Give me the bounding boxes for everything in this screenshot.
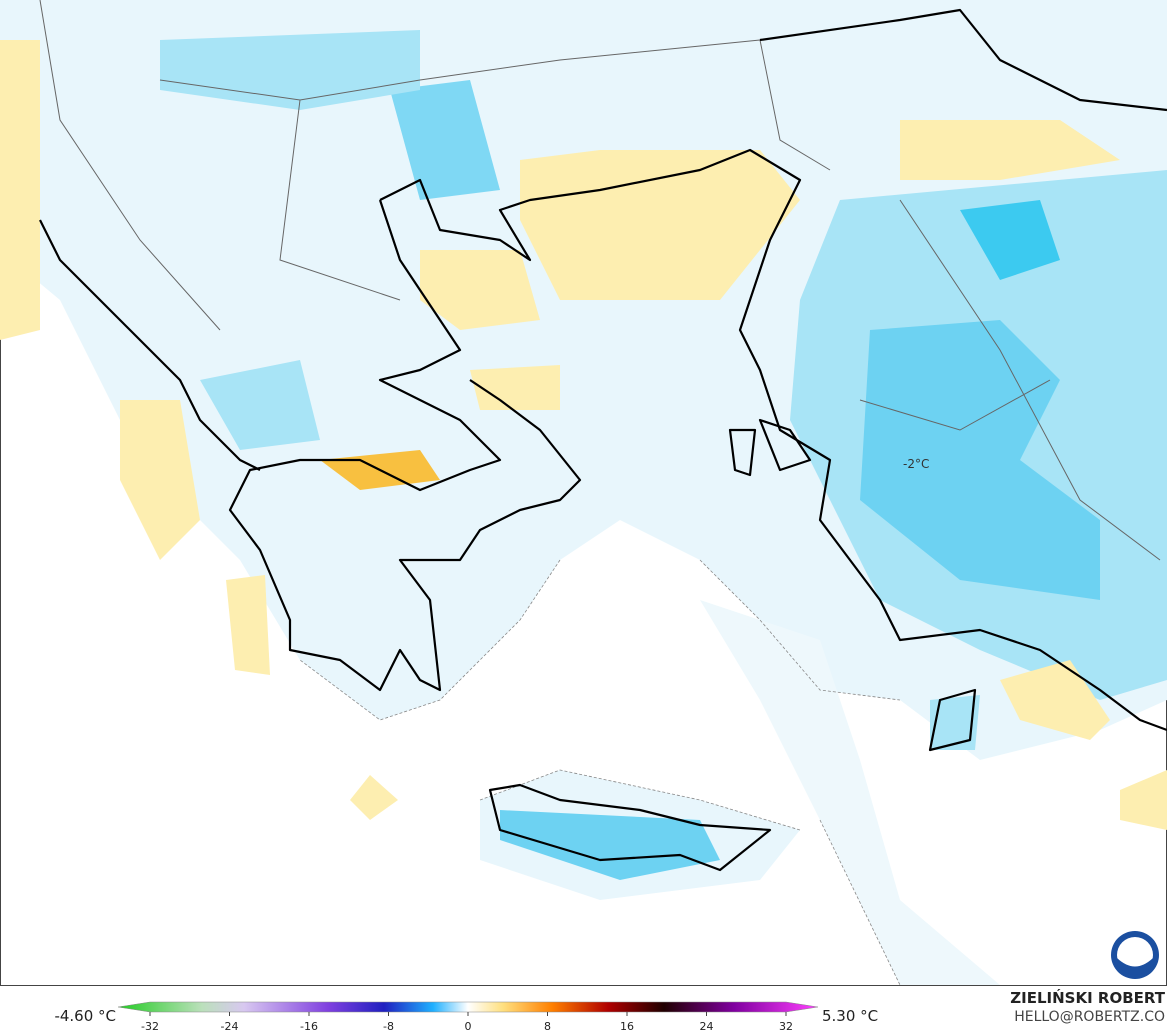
colorbar-tick-label: 32: [779, 1020, 793, 1033]
colorbar-max-label: 5.30 °C: [822, 1007, 878, 1025]
colorbar-tick-label: -32: [141, 1020, 159, 1033]
author: ZIELIŃSKI ROBERT: [1010, 988, 1165, 1007]
colorbar-tick-label: -24: [221, 1020, 239, 1033]
map: [0, 0, 1167, 986]
colorbar: [117, 1001, 819, 1013]
map-annotation: -2°C: [903, 457, 929, 471]
colorbar-tick-label: 0: [465, 1020, 472, 1033]
colorbar-tick-label: -16: [300, 1020, 318, 1033]
colorbar-tick-label: -8: [383, 1020, 394, 1033]
noaa-logo: [1111, 931, 1159, 979]
colorbar-tick-label: 16: [620, 1020, 634, 1033]
colorbar-min-label: -4.60 °C: [54, 1007, 116, 1025]
email: HELLO@ROBERTZ.CO: [1014, 1009, 1165, 1025]
colorbar-tick-label: 8: [544, 1020, 551, 1033]
colorbar-tick-label: 24: [700, 1020, 714, 1033]
